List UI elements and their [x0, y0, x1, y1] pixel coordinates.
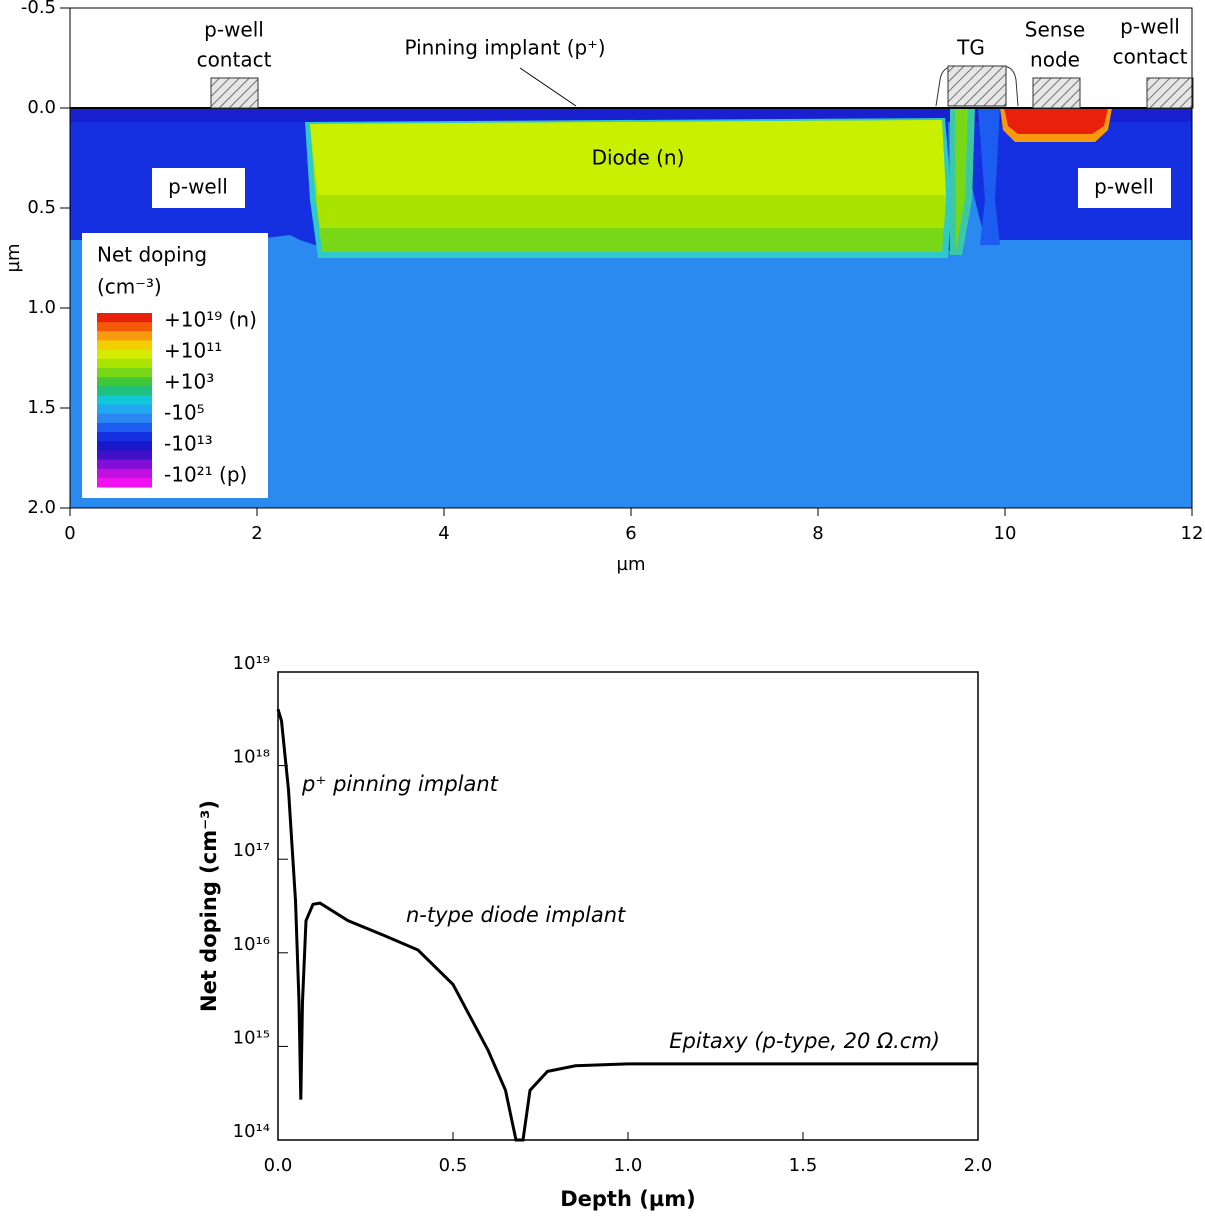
- annotation: Pinning implant (p⁺): [404, 36, 605, 60]
- contact: [1146, 77, 1194, 109]
- x-tick-label: 0.0: [264, 1155, 293, 1176]
- y-tick-label: 10¹⁷: [233, 840, 270, 861]
- annotation: p-well: [1094, 175, 1154, 199]
- x-tick-label: 1.0: [614, 1155, 643, 1176]
- y-axis-label: µm: [3, 244, 24, 273]
- colorbar-step: [97, 459, 152, 470]
- colorbar-step: [97, 331, 152, 341]
- colorbar-step: [97, 432, 152, 442]
- y-tick-label: 2.0: [27, 497, 56, 518]
- legend-label: -10²¹ (p): [164, 463, 247, 487]
- label-box: [1078, 168, 1171, 208]
- colorbar-step: [97, 367, 152, 378]
- contact: [210, 77, 259, 109]
- annotation: n-type diode implant: [406, 903, 626, 927]
- x-tick-label: 12: [1181, 523, 1204, 544]
- colorbar-step: [97, 413, 152, 424]
- colorbar-step: [97, 441, 152, 451]
- x-tick-label: 1.5: [789, 1155, 818, 1176]
- annotation: p-well: [168, 175, 228, 199]
- annotation: Diode (n): [592, 146, 685, 170]
- annotation: Sense: [1025, 18, 1085, 42]
- x-tick-label: 10: [994, 523, 1017, 544]
- colorbar-step: [97, 477, 152, 488]
- x-tick-label: 2: [251, 523, 262, 544]
- colorbar-step: [97, 358, 152, 369]
- x-tick-label: 0: [64, 523, 75, 544]
- y-tick-label: 1.0: [27, 297, 56, 318]
- annotation: p-well: [1120, 15, 1180, 39]
- colorbar-step: [97, 377, 152, 387]
- legend-label: +10¹¹: [164, 339, 222, 363]
- legend-label: -10¹³: [164, 432, 213, 456]
- colorbar-step: [97, 395, 152, 406]
- y-tick-label: -0.5: [21, 0, 56, 18]
- annotation: node: [1030, 48, 1080, 72]
- x-tick-label: 0.5: [439, 1155, 468, 1176]
- x-tick-label: 6: [625, 523, 636, 544]
- colorbar-step: [97, 349, 152, 360]
- legend-unit: (cm⁻³): [97, 275, 162, 299]
- colorbar-step: [97, 404, 152, 415]
- colorbar-step: [97, 340, 152, 351]
- y-tick-label: 0.0: [27, 97, 56, 118]
- y-tick-label: 1.5: [27, 397, 56, 418]
- x-tick-label: 4: [438, 523, 449, 544]
- sense-core: [1004, 108, 1108, 134]
- annotation: contact: [197, 48, 272, 72]
- tg-well: [978, 108, 1000, 245]
- tg-channel: [955, 108, 968, 250]
- colorbar-step: [97, 450, 152, 461]
- leader: [519, 67, 577, 107]
- legend-label: +10³: [164, 370, 214, 394]
- x-axis-label: Depth (µm): [560, 1187, 696, 1211]
- annotation: p-well: [204, 18, 264, 42]
- annotation: contact: [1113, 45, 1188, 69]
- colorbar-step: [97, 313, 152, 323]
- frame: [277, 671, 979, 1141]
- legend-label: +10¹⁹ (n): [164, 308, 257, 332]
- label-box: [152, 168, 245, 208]
- annotation: TG: [956, 36, 985, 60]
- annotation: Epitaxy (p-type, 20 Ω.cm): [669, 1029, 940, 1053]
- colorbar-step: [97, 468, 152, 479]
- x-axis-label: µm: [617, 554, 646, 575]
- line: [276, 708, 978, 1142]
- y-tick-label: 10¹⁹: [233, 653, 270, 674]
- y-tick-label: 0.5: [27, 197, 56, 218]
- x-tick-label: 2.0: [964, 1155, 993, 1176]
- legend-title: Net doping: [97, 243, 207, 267]
- doping-map: [69, 7, 1194, 509]
- y-tick-label: 10¹⁵: [233, 1027, 270, 1048]
- colorbar-step: [97, 422, 152, 433]
- x-tick-label: 8: [812, 523, 823, 544]
- y-tick-label: 10¹⁶: [233, 934, 270, 955]
- y-tick-label: 10¹⁸: [233, 747, 270, 768]
- annotation: p⁺ pinning implant: [301, 772, 499, 796]
- colorbar-step: [97, 386, 152, 396]
- contact: [1032, 77, 1081, 109]
- colorbar-step: [97, 322, 152, 332]
- gate: [947, 65, 1007, 107]
- diode-core: [310, 120, 946, 195]
- legend-label: -10⁵: [164, 401, 205, 425]
- y-axis-label: Net doping (cm⁻³): [197, 800, 221, 1012]
- y-tick-label: 10¹⁴: [233, 1121, 270, 1142]
